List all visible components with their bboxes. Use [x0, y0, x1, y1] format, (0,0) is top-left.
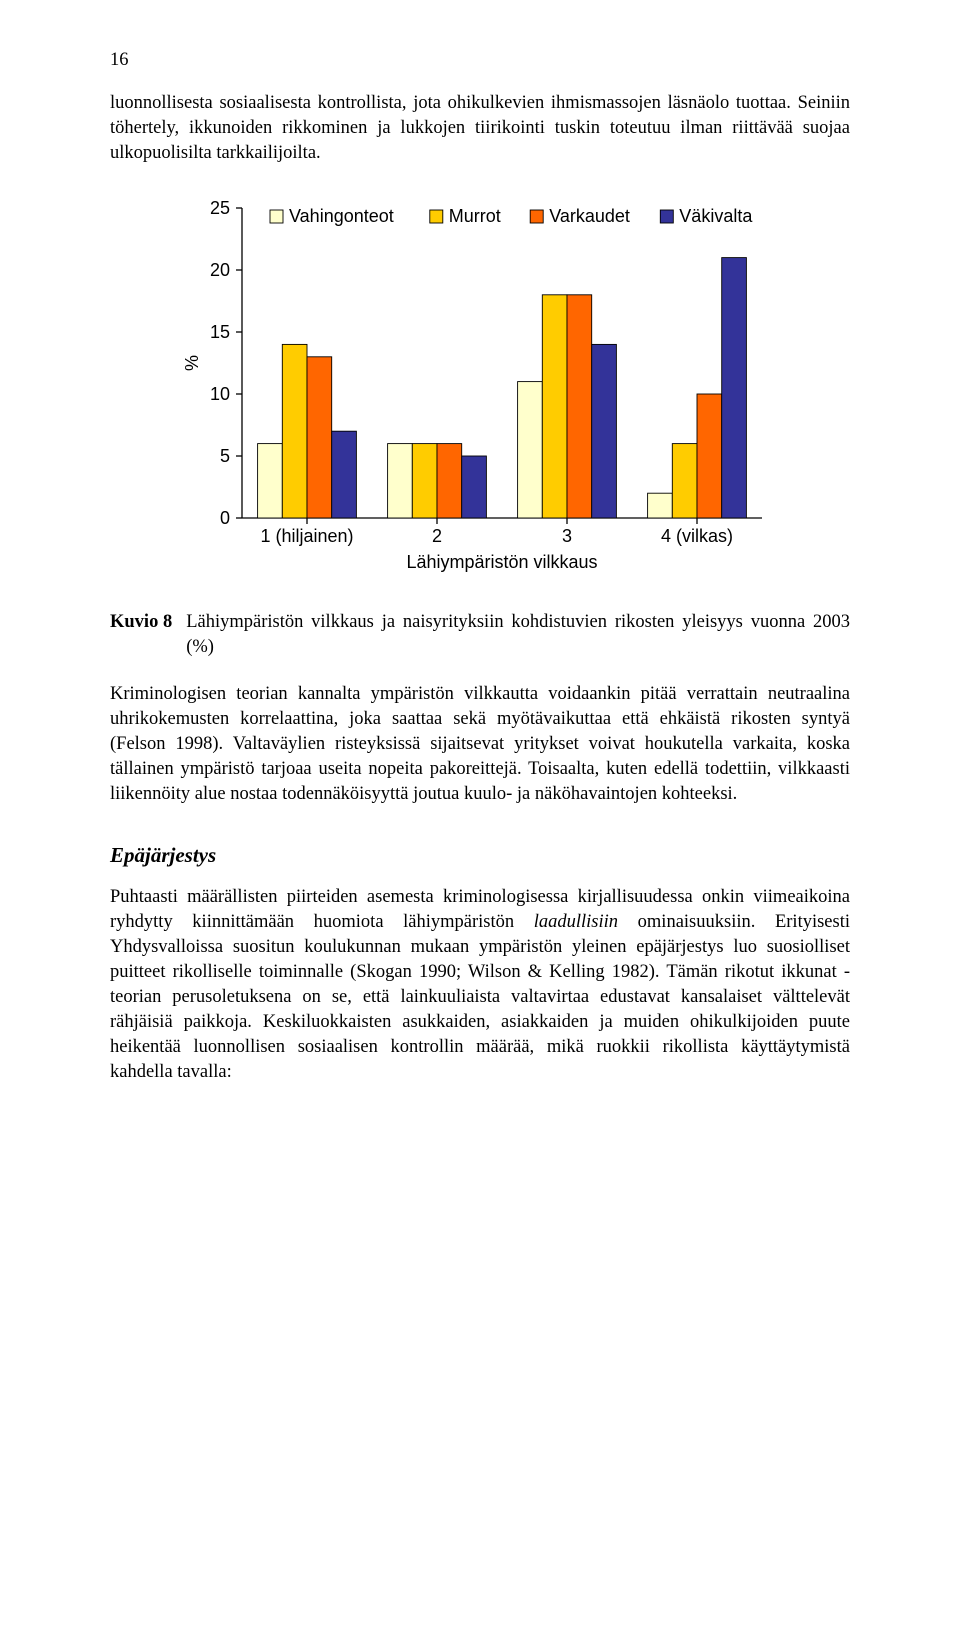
svg-text:3: 3 — [562, 526, 572, 546]
svg-text:Väkivalta: Väkivalta — [679, 206, 753, 226]
paragraph-3-em: laadullisiin — [534, 912, 618, 932]
svg-text:0: 0 — [220, 508, 230, 528]
svg-text:20: 20 — [210, 260, 230, 280]
svg-text:5: 5 — [220, 446, 230, 466]
paragraph-3b: ominaisuuksiin. Erityisesti Yhdysvallois… — [110, 912, 850, 1082]
svg-text:10: 10 — [210, 384, 230, 404]
svg-text:15: 15 — [210, 322, 230, 342]
paragraph-3: Puhtaasti määrällisten piirteiden asemes… — [110, 885, 850, 1085]
svg-text:1 (hiljainen): 1 (hiljainen) — [260, 526, 353, 546]
caption-text: Lähiympäristön vilkkaus ja naisyrityksii… — [186, 610, 850, 660]
chart-container: 0 5 10 15 20 25% 1 (hiljainen) 2 3 4 (vilkas) Lähi… — [110, 180, 850, 600]
paragraph-1: luonnollisesta sosiaalisesta kontrollist… — [110, 91, 850, 166]
figure-caption: Kuvio 8 Lähiympäristön vilkkaus ja naisy… — [110, 610, 850, 660]
svg-text:Varkaudet: Varkaudet — [549, 206, 630, 226]
svg-text:Vahingonteot: Vahingonteot — [289, 206, 394, 226]
bar-chart: 0 5 10 15 20 25% 1 (hiljainen) 2 3 4 (vilkas) Lähi… — [170, 180, 790, 600]
svg-text:Murrot: Murrot — [449, 206, 501, 226]
subheading-epajarjestys: Epäjärjestys — [110, 841, 850, 869]
svg-text:%: % — [182, 355, 202, 371]
page-number: 16 — [110, 48, 850, 73]
paragraph-2: Kriminologisen teorian kannalta ympärist… — [110, 682, 850, 807]
caption-key: Kuvio 8 — [110, 610, 172, 660]
svg-text:2: 2 — [432, 526, 442, 546]
svg-text:25: 25 — [210, 198, 230, 218]
svg-text:Lähiympäristön vilkkaus: Lähiympäristön vilkkaus — [406, 552, 597, 572]
svg-text:4 (vilkas): 4 (vilkas) — [661, 526, 733, 546]
